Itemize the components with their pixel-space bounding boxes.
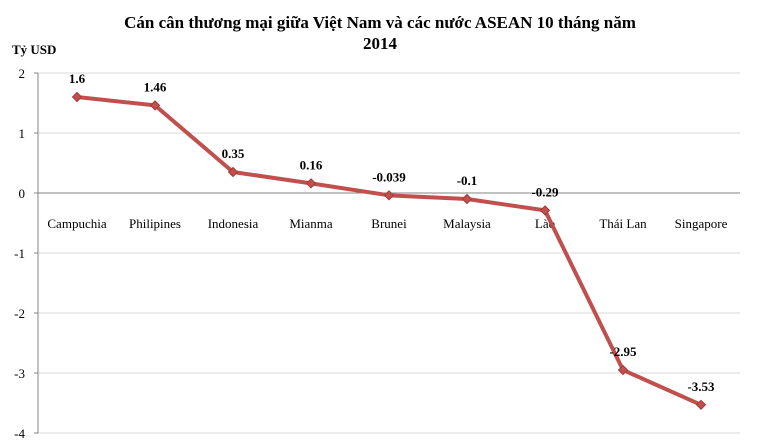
x-tick-label: Indonesia xyxy=(208,216,259,231)
data-point xyxy=(227,166,239,178)
x-tick-label: Brunei xyxy=(371,216,407,231)
chart-title-line2: 2014 xyxy=(363,34,397,53)
y-tick-label: -3 xyxy=(14,366,25,381)
chart-title: Cán cân thương mại giữa Việt Nam và các … xyxy=(0,12,760,54)
y-tick-label: 0 xyxy=(19,186,26,201)
data-point xyxy=(461,193,473,205)
data-label: -0.29 xyxy=(531,184,559,199)
data-label: -3.53 xyxy=(687,379,715,394)
y-tick-label: -2 xyxy=(14,306,25,321)
data-point xyxy=(149,100,161,111)
data-label: 0.16 xyxy=(300,157,323,172)
data-label: -2.95 xyxy=(609,344,637,359)
data-point xyxy=(617,364,629,376)
x-axis-labels: Campuchia Philipines Indonesia Mianma Brunei… xyxy=(47,216,727,231)
data-label: 1.6 xyxy=(69,71,86,86)
grid-lines xyxy=(38,72,740,434)
x-tick-label: Singapore xyxy=(675,216,728,231)
data-label: -0.1 xyxy=(457,173,478,188)
series-group xyxy=(71,91,707,411)
data-point xyxy=(383,190,395,201)
y-axis-label: Tỷ USD xyxy=(12,42,57,57)
data-labels: 1.6 1.46 0.35 0.16 -0.039 -0.1 -0.29 -2.95 -3.53 xyxy=(69,71,715,394)
data-label: 1.46 xyxy=(144,79,167,94)
x-tick-label: Philipines xyxy=(129,216,181,231)
x-tick-label: Mianma xyxy=(289,216,333,231)
data-label: -0.039 xyxy=(372,169,406,184)
chart-title-line1: Cán cân thương mại giữa Việt Nam và các … xyxy=(124,13,636,32)
data-point xyxy=(695,399,707,411)
y-tick-label: 2 xyxy=(19,66,26,81)
y-tick-label: -4 xyxy=(14,426,25,441)
x-tick-label: Thái Lan xyxy=(599,216,647,231)
data-point xyxy=(71,91,83,103)
data-point xyxy=(539,205,551,216)
data-label: 0.35 xyxy=(222,146,245,161)
x-tick-label: Campuchia xyxy=(47,216,106,231)
data-point xyxy=(305,178,317,189)
series-line xyxy=(75,95,703,407)
x-tick-label: Malaysia xyxy=(443,216,491,231)
y-tick-label: -1 xyxy=(14,246,25,261)
y-tick-label: 1 xyxy=(19,126,26,141)
